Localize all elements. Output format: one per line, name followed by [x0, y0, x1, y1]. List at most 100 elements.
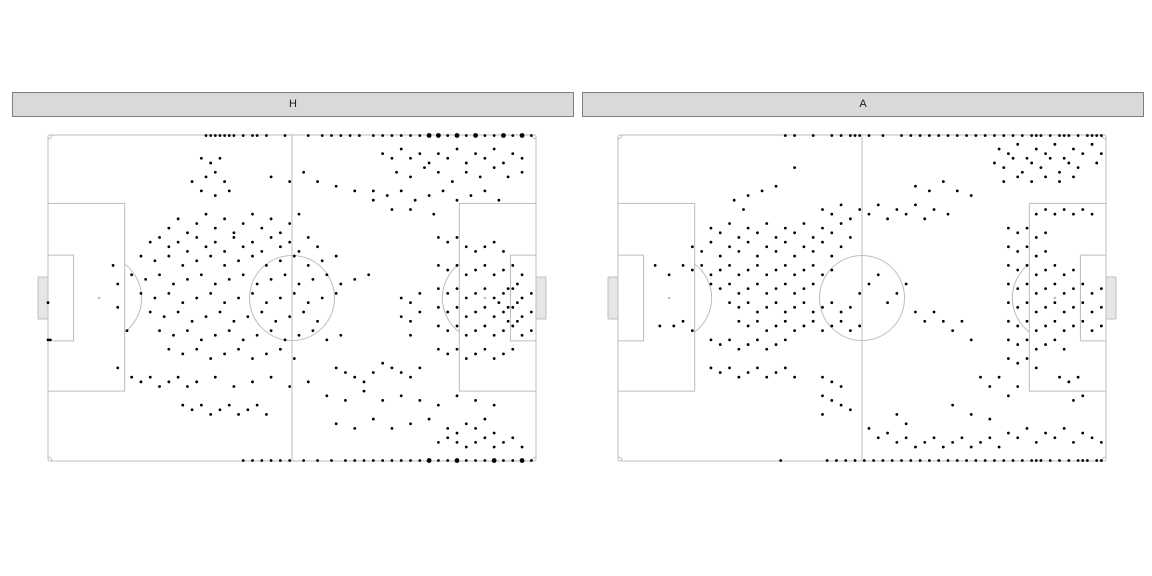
shot-point [1044, 175, 1047, 179]
shot-point [811, 250, 815, 253]
shot-point [1020, 459, 1024, 462]
shot-point [409, 208, 412, 211]
shot-point [501, 133, 506, 138]
shot-point [176, 375, 180, 379]
shot-point [195, 259, 199, 263]
shot-point [1058, 170, 1061, 174]
shot-point [246, 408, 250, 412]
shot-point [1007, 152, 1010, 156]
shot-point [774, 343, 778, 346]
shot-point [1076, 375, 1080, 379]
shot-point [283, 134, 287, 137]
shot-point [418, 310, 422, 314]
shot-point [446, 156, 450, 160]
shot-point [946, 459, 950, 462]
shot-point [941, 180, 945, 183]
shot-point [997, 445, 1001, 449]
shot-point [227, 189, 231, 193]
shot-point [446, 291, 450, 295]
shot-point [399, 189, 403, 193]
shot-point [437, 152, 440, 156]
shot-point [1099, 134, 1103, 137]
shot-point [492, 166, 496, 169]
shot-point [1072, 305, 1075, 309]
shot-point [793, 134, 797, 137]
shot-point [793, 273, 797, 277]
shot-point [732, 198, 736, 202]
shot-point [511, 459, 515, 462]
shot-point [848, 305, 852, 309]
shot-point [520, 170, 524, 174]
shot-point [455, 147, 459, 151]
shot-point [311, 329, 315, 332]
goal-right [535, 276, 547, 320]
shot-point [830, 301, 834, 305]
shot-point [765, 329, 769, 332]
shot-point [709, 273, 713, 277]
shot-point [1053, 282, 1057, 286]
shot-point [474, 268, 477, 272]
shot-point [437, 440, 440, 444]
shot-point [774, 371, 778, 374]
shot-point [1007, 394, 1010, 398]
shot-point [232, 319, 236, 323]
shot-point [437, 264, 440, 267]
shot-point [746, 240, 750, 244]
shot-point [409, 375, 412, 379]
shot-point [436, 133, 441, 138]
shot-point [867, 427, 871, 430]
shot-point [195, 222, 199, 225]
shot-point [199, 156, 203, 160]
shot-point [223, 217, 227, 221]
shot-point [251, 291, 254, 295]
shot-point [339, 282, 343, 286]
shot-point [1081, 459, 1085, 462]
shot-point [511, 264, 515, 267]
shot-point [464, 170, 468, 174]
shot-point [483, 324, 487, 328]
shot-point [737, 347, 741, 351]
shot-point [1072, 324, 1075, 328]
shot-point [237, 347, 240, 351]
shot-point [464, 315, 468, 319]
shot-point [830, 399, 834, 402]
shot-point [718, 287, 722, 291]
shot-point [529, 291, 533, 295]
shot-point [867, 212, 871, 216]
shot-point [148, 375, 152, 379]
shot-point [344, 399, 347, 402]
shot-point [1099, 305, 1103, 309]
shot-point [251, 459, 254, 462]
penalty-spot-left [97, 296, 101, 300]
shot-point [1034, 291, 1038, 295]
shot-point [390, 366, 394, 370]
shot-point [681, 319, 685, 323]
shot-point [848, 134, 852, 137]
shot-point [830, 268, 834, 272]
shot-point [241, 459, 245, 462]
shot-point [251, 212, 254, 216]
shot-point [839, 403, 843, 407]
shot-point [288, 240, 292, 244]
shot-point [746, 324, 750, 328]
shot-point [478, 175, 482, 179]
shot-point [334, 184, 338, 188]
shot-point [413, 198, 417, 202]
shot-point [1044, 324, 1047, 328]
shot-point [1081, 282, 1085, 286]
shot-point [1090, 310, 1094, 314]
shot-point [437, 287, 440, 291]
shot-point [492, 333, 496, 337]
shot-point [1062, 329, 1066, 332]
shot-point [371, 371, 375, 374]
shot-point [839, 310, 843, 314]
shot-point [1025, 245, 1029, 249]
shot-point [1099, 287, 1103, 291]
shot-point [821, 413, 824, 416]
shot-point [1076, 459, 1080, 462]
shot-point [737, 250, 741, 253]
shot-point [426, 133, 432, 138]
pitch-a [607, 134, 1117, 462]
shot-point [209, 413, 213, 416]
shot-point [441, 189, 445, 193]
